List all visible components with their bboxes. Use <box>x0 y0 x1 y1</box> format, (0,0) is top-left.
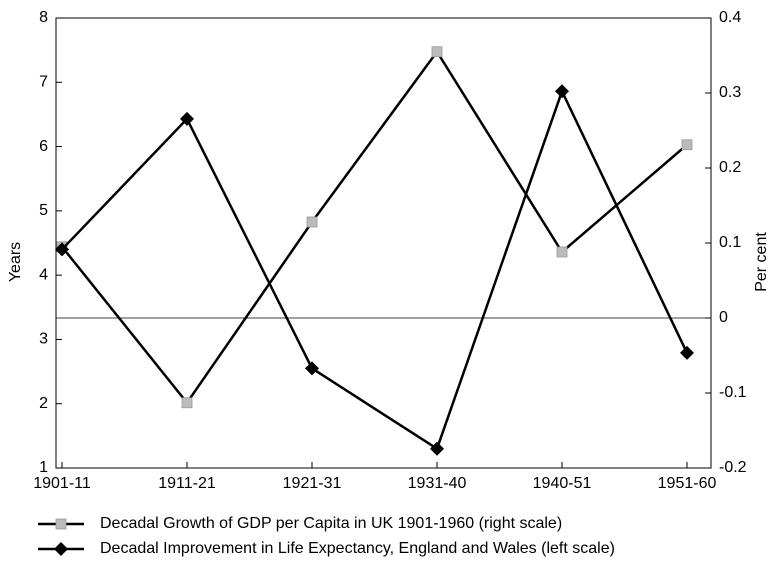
x-tick-label: 1911-21 <box>158 475 216 492</box>
y-tick-label: 5 <box>39 202 48 219</box>
y2-tick-label: -0.1 <box>719 384 747 401</box>
y-tick-label: 1 <box>39 459 48 476</box>
y2-tick-label: 0.2 <box>719 159 741 176</box>
y-tick-label: 6 <box>39 138 48 155</box>
y-tick-label: 3 <box>39 331 48 348</box>
point <box>556 246 568 258</box>
point <box>431 46 443 58</box>
point <box>306 216 318 228</box>
point <box>55 242 69 257</box>
y-tick-label: 7 <box>39 74 48 91</box>
y2-tick-label: 0.4 <box>719 9 741 26</box>
legend-marker <box>54 542 68 556</box>
x-tick-label: 1931-40 <box>408 475 467 492</box>
y-axis-label: Years <box>7 242 24 282</box>
y2-tick-label: 0 <box>719 309 728 326</box>
point <box>555 84 569 99</box>
x-tick-label: 1940-51 <box>533 475 592 492</box>
x-tick-label: 1951-60 <box>658 475 717 492</box>
y-tick-label: 2 <box>39 395 48 412</box>
legend-marker <box>55 518 67 530</box>
x-tick-label: 1921-31 <box>283 475 342 492</box>
point <box>680 345 694 360</box>
y-tick-label: 4 <box>39 266 48 283</box>
legend-label: Decadal Growth of GDP per Capita in UK 1… <box>100 515 562 532</box>
x-tick-label: 1901-11 <box>33 475 91 492</box>
point <box>180 111 194 126</box>
point <box>305 361 319 376</box>
series-line <box>61 49 688 405</box>
point <box>430 441 444 456</box>
y2-tick-label: -0.2 <box>719 459 747 476</box>
y2-tick-label: 0.1 <box>719 234 741 251</box>
y2-axis-label: Per cent <box>753 232 770 292</box>
point <box>181 397 193 409</box>
point <box>681 139 693 151</box>
plot-frame <box>55 17 712 469</box>
series-line <box>61 88 689 451</box>
legend-label: Decadal Improvement in Life Expectancy, … <box>100 540 615 557</box>
y-tick-label: 8 <box>39 9 48 26</box>
y2-tick-label: 0.3 <box>719 84 741 101</box>
